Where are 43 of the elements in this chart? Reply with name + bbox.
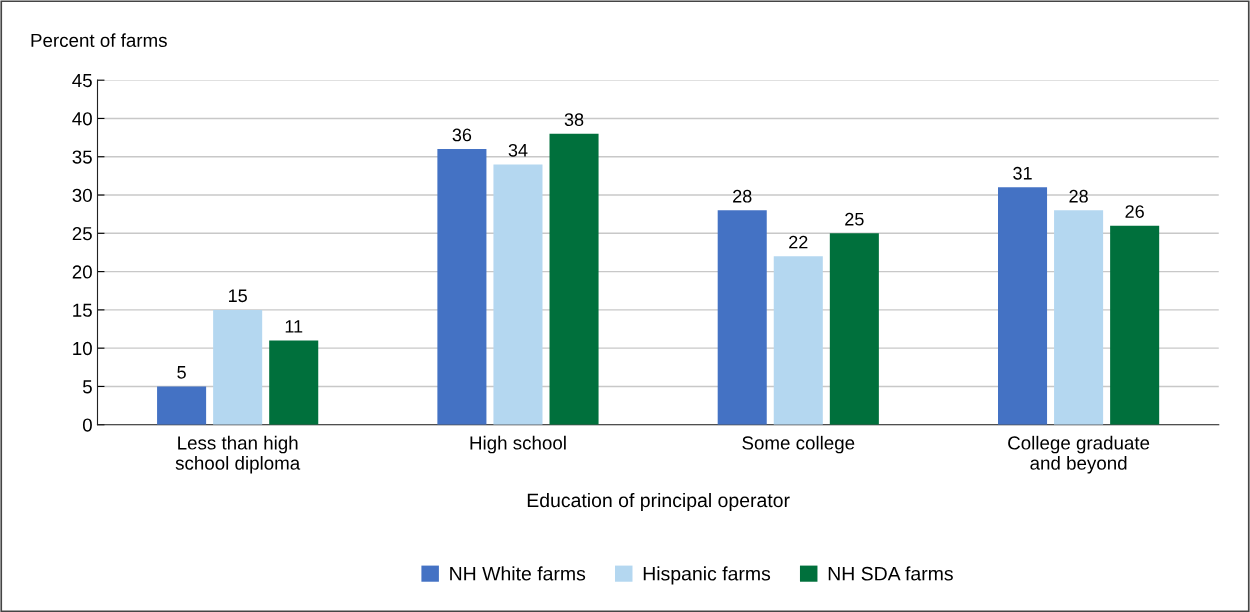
bar	[213, 309, 263, 425]
x-tick-label: College graduate and beyond	[1008, 435, 1150, 474]
data-label: 34	[508, 143, 528, 157]
bar	[157, 386, 207, 425]
y-tick-label: 10	[73, 341, 92, 356]
data-label: 28	[733, 189, 752, 203]
bar	[998, 187, 1048, 425]
legend-label: Hispanic farms	[643, 566, 771, 585]
legend-label: NH SDA farms	[828, 566, 953, 581]
y-tick-label: 5	[82, 380, 92, 394]
data-label: 15	[228, 289, 247, 303]
x-tick-label: Some college	[742, 435, 855, 454]
y-tick-label: 0	[82, 418, 92, 432]
bar	[437, 149, 487, 425]
y-tick-label: 45	[72, 74, 92, 88]
x-tick-label: High school	[470, 435, 566, 454]
bar	[829, 233, 879, 425]
data-label: 22	[789, 235, 808, 249]
y-tick-label: 15	[73, 303, 92, 317]
bar	[493, 164, 543, 425]
data-label: 25	[845, 212, 864, 226]
y-tick-label: 35	[72, 150, 92, 164]
x-tick-label: Less than high school diploma	[175, 435, 301, 474]
y-tick-label: 30	[72, 188, 92, 202]
data-label: 5	[177, 366, 186, 379]
bar	[269, 340, 319, 425]
data-label: 26	[1125, 205, 1144, 218]
y-tick-label: 40	[72, 112, 92, 126]
data-label: 36	[452, 128, 472, 142]
data-label: 11	[285, 320, 303, 333]
y-axis-title: Percent of farms	[31, 33, 167, 48]
bar	[717, 210, 767, 425]
y-tick-label: 25	[72, 227, 92, 241]
bar	[1054, 210, 1104, 425]
data-label: 31	[1013, 166, 1032, 180]
bar	[773, 256, 823, 425]
data-label: 38	[564, 113, 584, 127]
x-axis-title: Education of principal operator	[527, 492, 790, 512]
data-label: 28	[1069, 189, 1088, 203]
legend-label: NH White farms	[450, 566, 586, 581]
bar	[1110, 225, 1160, 425]
y-tick-label: 20	[72, 265, 92, 279]
bar	[549, 133, 599, 425]
